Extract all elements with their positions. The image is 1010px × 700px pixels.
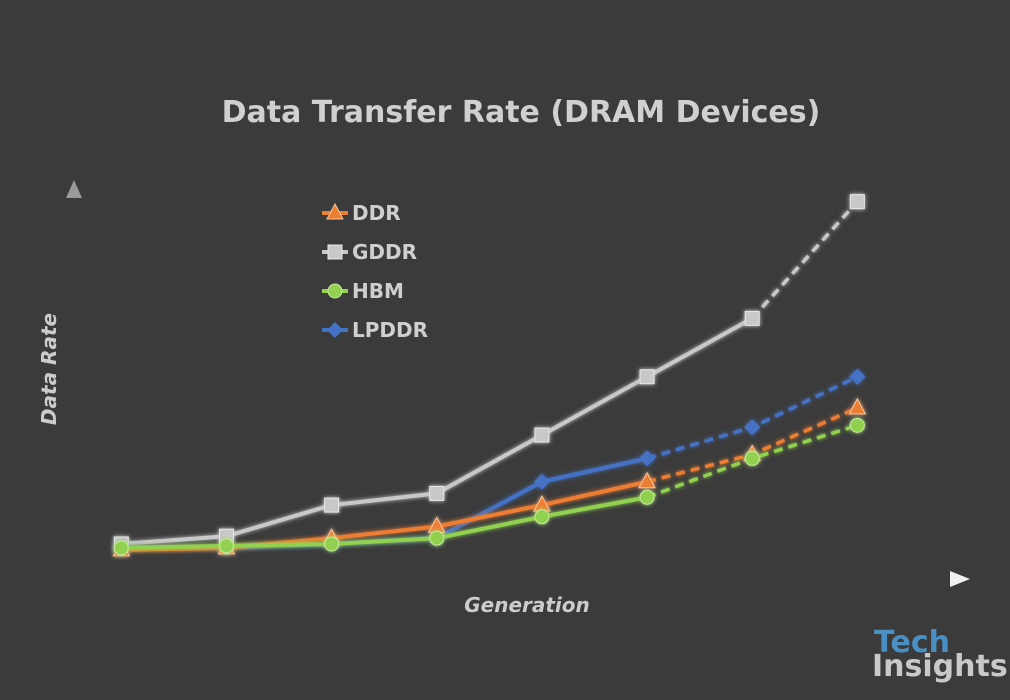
y-axis-arrow [66, 180, 82, 198]
point-hbm-8 [849, 417, 865, 433]
logo-line1: Tech [874, 625, 950, 660]
point-hbm-6 [639, 489, 655, 505]
legend-label-gddr: GDDR [352, 240, 417, 264]
point-ddr-6 [638, 471, 656, 489]
point-gddr-5 [534, 427, 550, 443]
series-gddr [113, 194, 865, 552]
legend-marker-ddr [326, 202, 344, 220]
y-axis-label: Data Rate [37, 313, 61, 425]
series-line-lpddr [121, 456, 648, 550]
legend-item-ddr: DDR [322, 201, 401, 225]
point-hbm-3 [324, 536, 340, 552]
logo-line2: Insights [872, 649, 1008, 684]
legend-marker-gddr [327, 244, 343, 260]
legend-item-gddr: GDDR [322, 240, 417, 264]
point-gddr-6 [639, 369, 655, 385]
legend-marker-hbm [327, 283, 343, 299]
series-line-projected-gddr [750, 200, 859, 320]
x-axis-arrow [950, 571, 970, 587]
point-hbm-4 [429, 530, 445, 546]
series-line-gddr [121, 316, 754, 546]
point-gddr-8 [849, 194, 865, 210]
series-layer [112, 194, 867, 557]
legend-item-lpddr: LPDDR [322, 318, 428, 342]
axes [66, 180, 970, 587]
point-gddr-3 [324, 497, 340, 513]
point-lpddr-6 [639, 450, 656, 467]
legend: DDR GDDR HBM LPDDR [322, 201, 428, 342]
point-ddr-8 [848, 397, 867, 415]
point-lpddr-7 [744, 419, 761, 436]
point-hbm-2 [218, 538, 234, 554]
chart-title: Data Transfer Rate (DRAM Devices) [222, 95, 821, 130]
point-gddr-4 [429, 485, 445, 501]
legend-marker-lpddr [327, 322, 343, 338]
point-hbm-5 [534, 509, 550, 525]
point-hbm-7 [744, 450, 760, 466]
techinsights-logo: Tech Insights [872, 625, 1008, 684]
legend-label-ddr: DDR [352, 201, 401, 225]
x-axis-label: Generation [464, 593, 590, 617]
point-hbm-1 [113, 540, 129, 556]
legend-label-lpddr: LPDDR [352, 318, 428, 342]
series-line-hbm [121, 495, 648, 550]
point-lpddr-5 [533, 473, 550, 490]
legend-item-hbm: HBM [322, 279, 404, 303]
point-gddr-7 [744, 310, 760, 326]
series-hbm [113, 417, 865, 556]
point-lpddr-8 [849, 368, 866, 385]
legend-label-hbm: HBM [352, 279, 404, 303]
